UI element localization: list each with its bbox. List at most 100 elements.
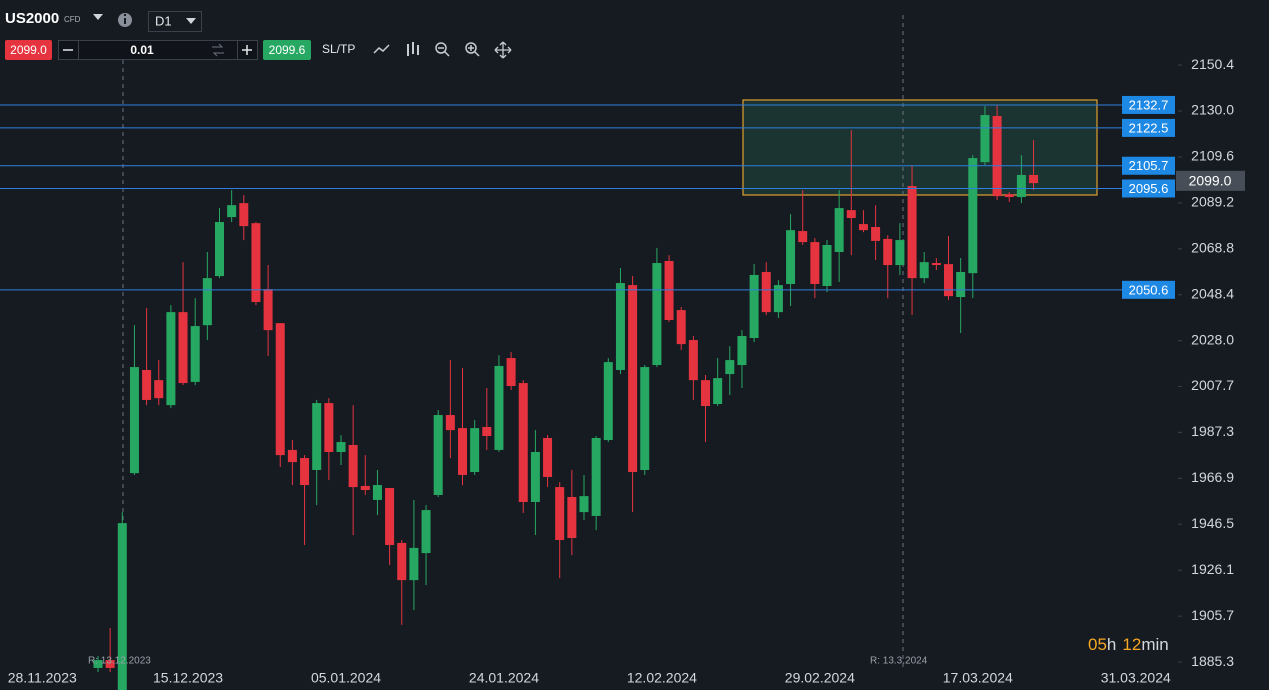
- y-tick-label: 2130.0: [1191, 102, 1234, 118]
- candle-body: [919, 262, 929, 279]
- info-glyph: [124, 18, 126, 24]
- price-line-label: 2050.6: [1129, 282, 1169, 297]
- candle-body: [385, 487, 395, 545]
- price-line-tag: [1122, 179, 1175, 198]
- volume-input[interactable]: [58, 40, 258, 60]
- candle-body: [105, 660, 115, 668]
- candle-body: [227, 205, 237, 218]
- candle-body: [591, 438, 601, 516]
- candle-body: [615, 283, 625, 370]
- x-tick-label: 15.12.2023: [153, 670, 223, 686]
- symbol-dropdown[interactable]: [93, 14, 103, 20]
- zone-box: [742, 99, 1098, 196]
- x-tick-label: 12.02.2024: [627, 670, 697, 686]
- candle-body: [470, 428, 480, 473]
- y-tick-label: 2109.6: [1191, 148, 1234, 164]
- candle-body: [348, 444, 358, 488]
- candle-body: [458, 428, 467, 475]
- y-tick-label: 1926.1: [1191, 561, 1234, 577]
- candle-body: [409, 547, 419, 581]
- candle-body: [251, 223, 261, 302]
- sell-button[interactable]: [5, 40, 52, 60]
- y-tick-label: 2028.0: [1191, 331, 1234, 347]
- zoom-in[interactable]: [465, 42, 477, 54]
- price-line-tag: [1122, 95, 1175, 114]
- candle-body: [846, 210, 856, 218]
- price-line-tag: [1122, 280, 1175, 299]
- candle-body: [895, 240, 905, 266]
- y-tick-label: 2068.8: [1191, 240, 1234, 256]
- x-tick-label: 05.01.2024: [311, 670, 381, 686]
- candle-body: [372, 485, 382, 500]
- candle-body: [931, 263, 941, 266]
- pan-icon[interactable]: [494, 41, 512, 59]
- buy-price: 2099.6: [269, 43, 306, 57]
- current-price-label: 2099.0: [1189, 173, 1232, 189]
- candle-body: [178, 312, 188, 384]
- candle-body: [652, 263, 662, 366]
- candle-body: [798, 231, 808, 243]
- candle-body: [300, 458, 310, 486]
- candle-body: [858, 224, 868, 231]
- candle-body: [433, 415, 443, 495]
- candle-body: [202, 278, 212, 326]
- candle-body: [506, 358, 516, 386]
- candle-body: [421, 510, 431, 554]
- candle-body: [543, 438, 553, 477]
- timer-hours-unit: h: [1107, 635, 1116, 654]
- candle-body: [579, 496, 589, 513]
- candle-body: [968, 158, 978, 274]
- candle-body: [761, 272, 771, 313]
- candles: [93, 105, 1039, 690]
- candle-body: [725, 360, 735, 375]
- candle-icon[interactable]: [407, 42, 419, 56]
- x-tick-label: 17.03.2024: [943, 670, 1013, 686]
- candle-body: [215, 222, 224, 277]
- y-tick-label: 2089.2: [1191, 194, 1234, 210]
- candle-body: [944, 264, 953, 297]
- candle-body: [142, 369, 152, 400]
- symbol-type: CFD: [64, 15, 81, 24]
- candle-body: [749, 274, 759, 339]
- candle-body: [190, 326, 200, 382]
- candle-body: [1029, 174, 1039, 184]
- candle-body: [312, 403, 322, 470]
- info-glyph: [124, 14, 126, 16]
- y-tick-label: 1946.5: [1191, 515, 1234, 531]
- candle-body: [713, 378, 723, 405]
- candle-body: [640, 367, 650, 470]
- candle-body: [567, 497, 577, 538]
- candle-body: [786, 230, 796, 284]
- candle-body: [871, 226, 881, 241]
- candle-body: [166, 312, 176, 406]
- candle-body: [883, 238, 893, 266]
- x-tick-label: 28.11.2023: [8, 670, 77, 686]
- candle-body: [980, 115, 990, 163]
- candle-body: [336, 442, 346, 452]
- symbol[interactable]: US2000: [5, 10, 59, 27]
- candle-body: [518, 383, 528, 502]
- zoom-out[interactable]: [435, 42, 447, 54]
- line-chart-icon[interactable]: [373, 44, 390, 54]
- current-price-tag: [1176, 170, 1245, 191]
- sl-tp[interactable]: SL/TP: [322, 42, 355, 56]
- swap-icon[interactable]: [212, 43, 224, 57]
- buy-button[interactable]: [263, 40, 311, 60]
- candle-body: [154, 380, 164, 399]
- timeframe-select[interactable]: [148, 11, 202, 32]
- sell-price: 2099.0: [10, 43, 47, 57]
- zoom-in-glyph: [468, 45, 480, 57]
- x-tick-label: 24.01.2024: [469, 670, 539, 686]
- volume: 0.01: [130, 43, 154, 57]
- zoom-out-glyph: [438, 47, 450, 57]
- annotation: R: 13.3.2024: [870, 656, 928, 667]
- candle-body: [275, 323, 285, 456]
- candle-body: [822, 245, 832, 286]
- candle-body: [1016, 174, 1026, 198]
- candle-body: [664, 261, 674, 321]
- price-line-label: 2105.7: [1129, 158, 1169, 173]
- timeframe-caret: [186, 18, 196, 24]
- y-tick-label: 2150.4: [1191, 56, 1234, 72]
- candle-body: [907, 186, 917, 279]
